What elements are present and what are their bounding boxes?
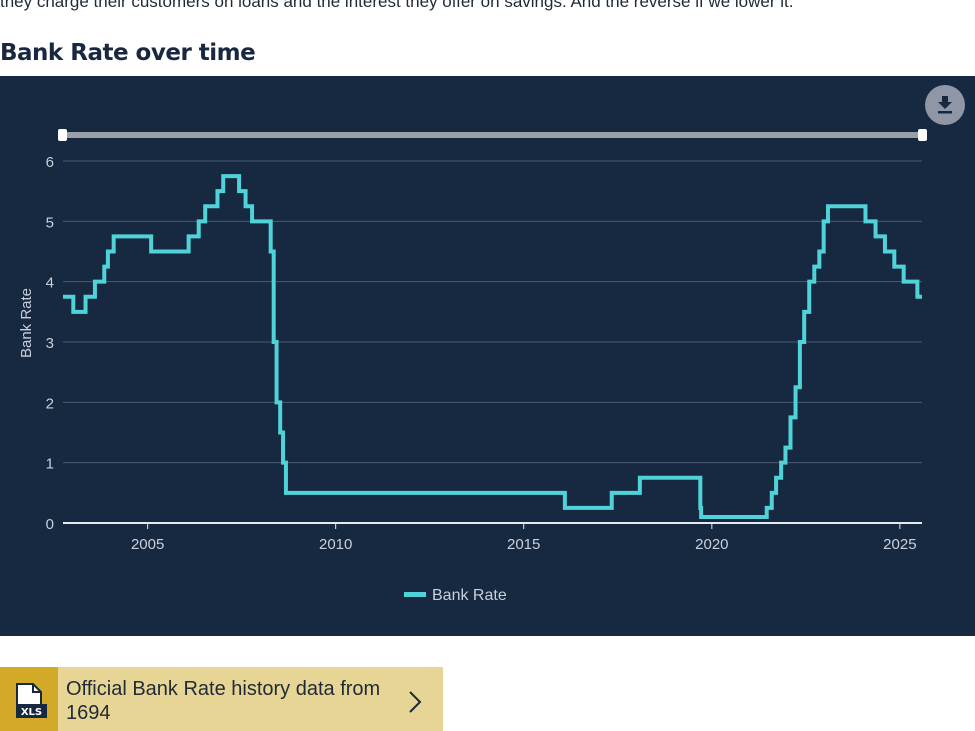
legend-swatch [404, 592, 426, 597]
section-title: Bank Rate over time [0, 40, 256, 66]
x-tick-label: 2010 [319, 536, 352, 553]
y-tick-label: 3 [46, 335, 54, 352]
range-slider[interactable] [58, 129, 927, 141]
x-tick-label: 2025 [883, 536, 916, 553]
xls-tab: XLS [0, 667, 58, 731]
xls-file-icon: XLS [16, 683, 47, 718]
xls-badge: XLS [21, 707, 42, 718]
y-tick-label: 0 [46, 516, 54, 533]
chart-panel: 0 1 2 3 4 5 6 2005 2010 2015 2020 2025 Bank Rate B… [0, 76, 975, 636]
history-data-link[interactable]: XLS Official Bank Rate history data from… [0, 667, 443, 731]
y-tick-label: 4 [46, 275, 54, 292]
history-data-link-label: Official Bank Rate history data from 169… [66, 678, 381, 724]
y-tick-label: 6 [46, 154, 54, 171]
intro-paragraph: they charge their customers on loans and… [0, 0, 794, 11]
series-line-bank-rate [63, 174, 922, 519]
chevron-right-icon [409, 691, 422, 713]
range-slider-track[interactable] [63, 132, 923, 138]
y-axis-label: Bank Rate [18, 288, 35, 358]
y-tick-label: 5 [46, 214, 54, 231]
download-icon [938, 96, 952, 114]
range-slider-left-handle[interactable] [58, 129, 67, 141]
download-button[interactable] [925, 85, 965, 125]
x-tick-label: 2005 [131, 536, 164, 553]
bank-rate-chart: 0 1 2 3 4 5 6 2005 2010 2015 2020 2025 Bank Rate B… [18, 129, 927, 604]
y-tick-label: 1 [46, 456, 54, 473]
x-tick-label: 2015 [507, 536, 540, 553]
x-tick-label: 2020 [695, 536, 728, 553]
y-tick-label: 2 [46, 395, 54, 412]
legend[interactable]: Bank Rate [404, 587, 507, 604]
legend-label[interactable]: Bank Rate [432, 587, 507, 604]
range-slider-right-handle[interactable] [918, 129, 927, 141]
